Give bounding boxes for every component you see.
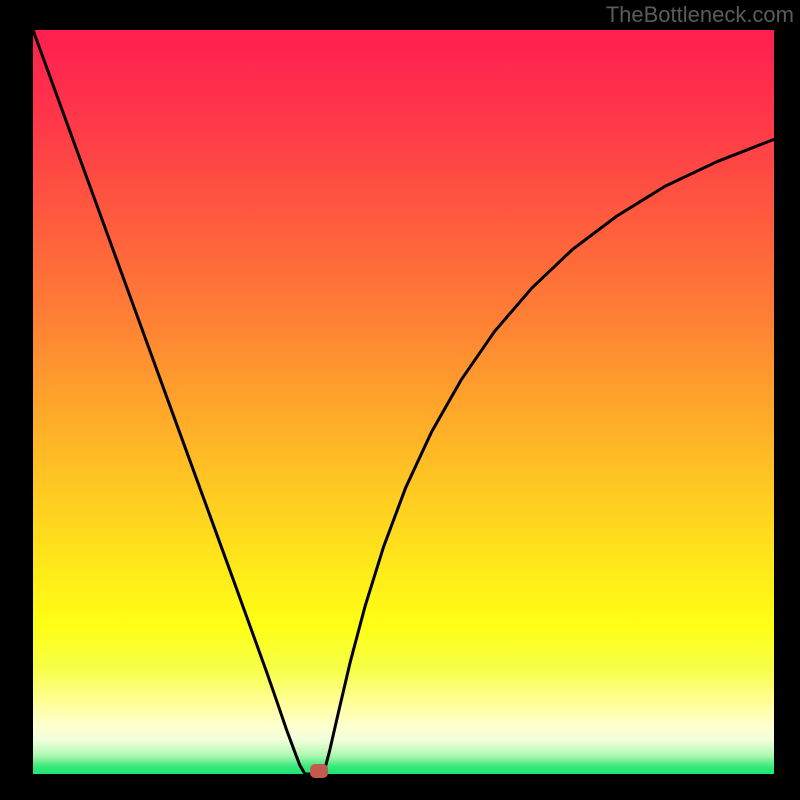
- optimum-marker: [310, 764, 328, 778]
- plot-background: [33, 30, 774, 774]
- figure-container: TheBottleneck.com: [0, 0, 800, 800]
- watermark-text: TheBottleneck.com: [606, 2, 794, 28]
- bottleneck-chart: [0, 0, 800, 800]
